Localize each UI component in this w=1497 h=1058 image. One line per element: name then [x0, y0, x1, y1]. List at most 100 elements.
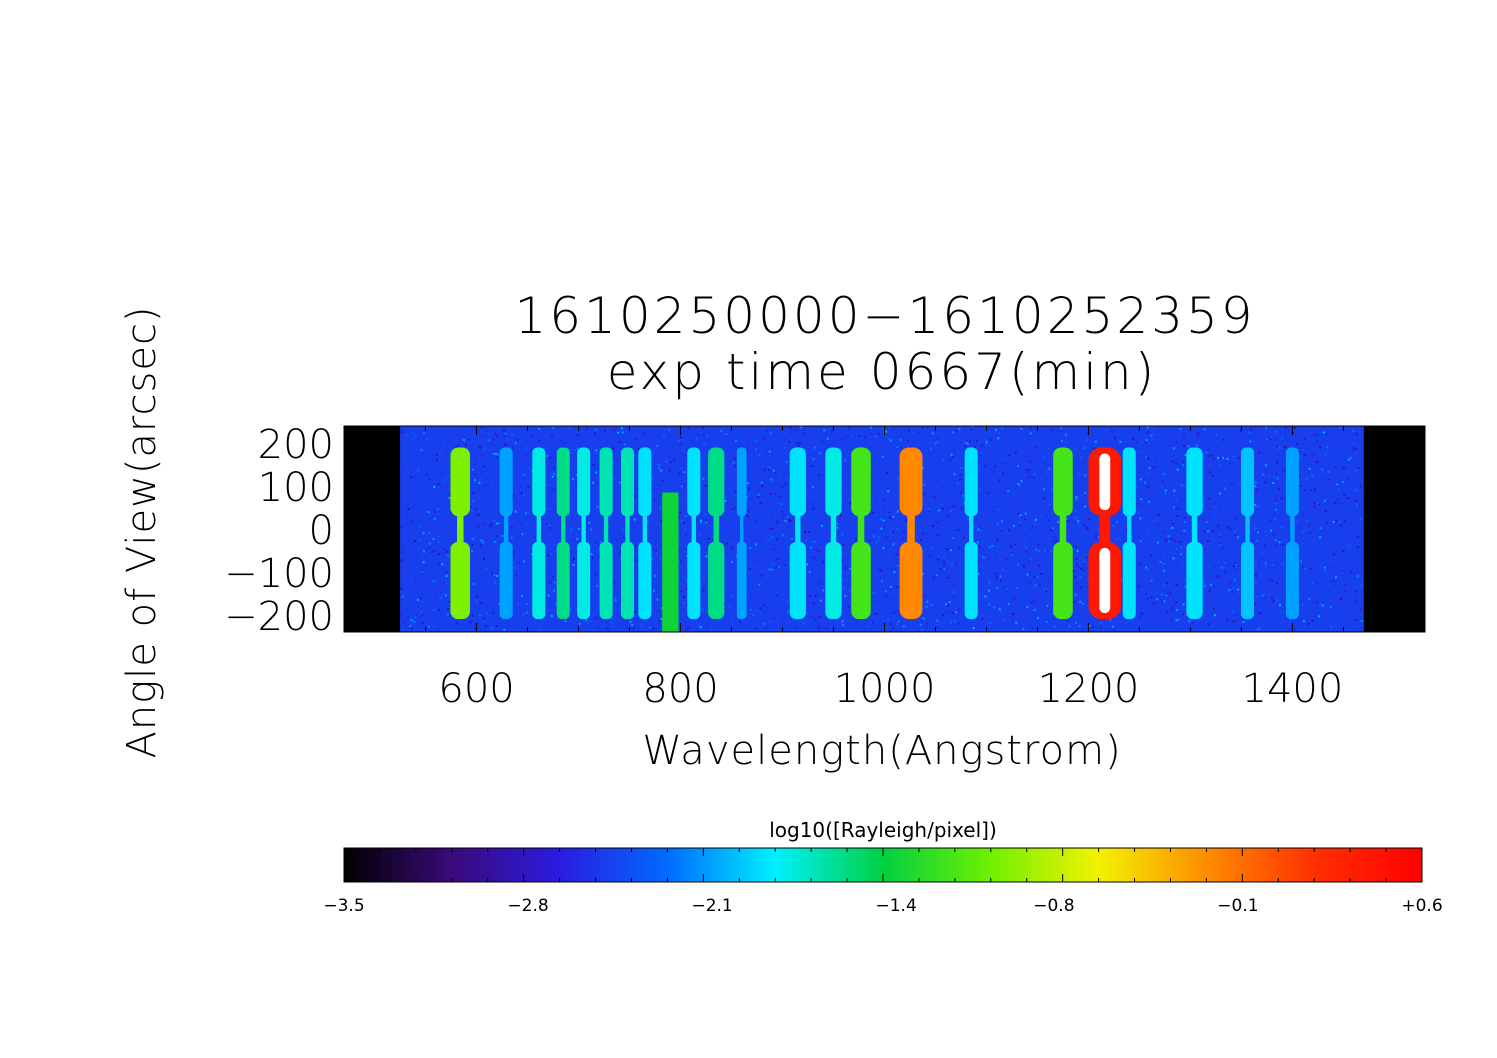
emission-line-neck	[603, 514, 609, 544]
emission-line-neck	[561, 514, 566, 544]
emission-line	[851, 447, 871, 517]
colorbar-tick-label: −2.8	[507, 896, 548, 916]
chart-title: 1610250000−1610252359	[514, 287, 1255, 345]
spectrum-data-layer	[400, 426, 1364, 632]
emission-line	[638, 447, 652, 517]
emission-line	[556, 541, 570, 620]
emission-line	[899, 447, 923, 517]
emission-line-neck	[969, 514, 974, 544]
colorbar-ticks	[343, 848, 1423, 882]
emission-line	[599, 541, 613, 620]
emission-line	[1122, 447, 1136, 517]
emission-line	[532, 541, 546, 620]
emission-line-neck	[713, 514, 719, 544]
emission-line	[1241, 541, 1255, 620]
emission-line-neck	[1127, 514, 1132, 544]
emission-line-neck	[536, 514, 541, 544]
y-tick-label: 200	[258, 422, 334, 468]
emission-line-neck	[740, 514, 744, 544]
spectrum-plot-area	[343, 425, 1426, 633]
emission-line	[1285, 447, 1299, 517]
emission-line	[1053, 447, 1073, 517]
emission-line	[687, 447, 701, 517]
emission-line	[1186, 447, 1203, 517]
emission-line-neck	[1099, 514, 1111, 544]
emission-line-neck	[1191, 514, 1198, 544]
emission-line	[1053, 541, 1073, 620]
emission-line-neck	[857, 514, 865, 544]
emission-line-neck	[581, 514, 586, 544]
emission-line-neck	[1245, 514, 1250, 544]
emission-line-neck	[642, 514, 648, 544]
emission-line	[1186, 541, 1203, 620]
plot-frame	[343, 425, 1426, 633]
colorbar-tick-label: −3.5	[323, 896, 364, 916]
colorbar-tick-label: −0.1	[1217, 896, 1258, 916]
x-tick-label: 1000	[834, 666, 936, 712]
colorbar-tick-label: −1.4	[876, 896, 917, 916]
emission-line	[964, 541, 978, 620]
emission-line-core	[1099, 453, 1111, 511]
emission-line	[450, 541, 471, 620]
colorbar: log10([Rayleigh/pixel]) −3.5 −2.8 −2.1 −1.4…	[323, 818, 1442, 916]
emission-line	[638, 541, 652, 620]
emission-line-core	[1099, 547, 1111, 614]
emission-line	[599, 447, 613, 517]
x-tick-label: 800	[642, 666, 718, 712]
emission-line	[620, 541, 635, 620]
colorbar-tick-label: +0.6	[1401, 896, 1442, 916]
y-axis-ticks	[344, 425, 1425, 633]
emission-line-neck	[795, 514, 801, 544]
emission-line	[577, 447, 591, 517]
emission-line	[789, 447, 806, 517]
emission-line-neck	[503, 514, 509, 544]
emission-line	[577, 541, 591, 620]
emission-line	[532, 447, 546, 517]
x-tick-label: 1400	[1242, 666, 1344, 712]
y-tick-label: −100	[224, 551, 334, 597]
x-tick-label: 600	[438, 666, 514, 712]
emission-line	[708, 447, 725, 517]
colorbar-tick-labels: −3.5 −2.8 −2.1 −1.4 −0.8 −0.1 +0.6	[323, 896, 1442, 916]
colorbar-tick-label: −2.1	[691, 896, 732, 916]
emission-line	[964, 447, 978, 517]
x-axis-label: Wavelength(Angstrom)	[642, 728, 1121, 774]
emission-line	[1122, 541, 1136, 620]
emission-line	[620, 447, 635, 517]
emission-line	[450, 447, 471, 517]
emission-line	[825, 541, 842, 620]
emission-line	[499, 541, 513, 620]
emission-line	[736, 541, 747, 620]
emission-line	[662, 492, 679, 632]
y-tick-label: −200	[224, 594, 334, 640]
emission-line	[687, 541, 701, 620]
emission-line	[789, 541, 806, 620]
colorbar-label: log10([Rayleigh/pixel])	[769, 818, 997, 842]
emission-line	[851, 541, 871, 620]
x-axis-minor-ticks	[374, 426, 1395, 632]
emission-line	[1241, 447, 1255, 517]
emission-line	[825, 447, 842, 517]
emission-line-neck	[1059, 514, 1067, 544]
y-tick-label: 0	[309, 508, 334, 554]
emission-line	[736, 447, 747, 517]
emission-line	[499, 447, 513, 517]
emission-line-neck	[625, 514, 630, 544]
emission-line	[708, 541, 725, 620]
emission-line-neck	[830, 514, 837, 544]
emission-line	[1285, 541, 1299, 620]
x-axis-tick-labels: 600 800 1000 1200 1400	[438, 666, 1343, 712]
chart-subtitle: exp time 0667(min)	[607, 343, 1158, 401]
emission-line-neck	[456, 514, 464, 544]
emission-line	[556, 447, 570, 517]
emission-line-neck	[691, 514, 696, 544]
y-tick-label: 100	[258, 465, 334, 511]
x-tick-label: 1200	[1038, 666, 1140, 712]
emission-line-neck	[1290, 514, 1295, 544]
colorbar-tick-label: −0.8	[1033, 896, 1074, 916]
emission-line-neck	[907, 514, 915, 544]
emission-line	[899, 541, 923, 620]
y-axis-label: Angle of View(arcsec)	[119, 305, 165, 758]
